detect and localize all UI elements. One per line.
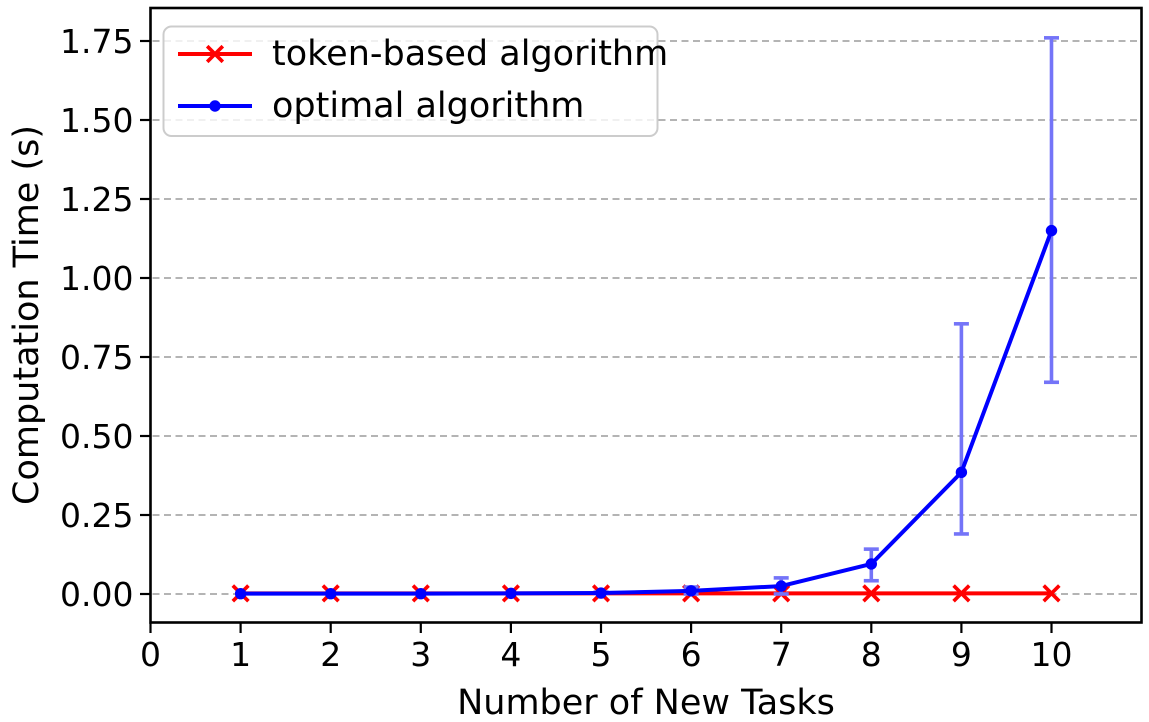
x-tick-label: 5: [591, 635, 612, 674]
series-optimal-algorithm: [234, 36, 1059, 600]
circle-marker-icon: [209, 100, 221, 112]
x-tick-label: 10: [1031, 635, 1073, 674]
data-point-circle-marker: [325, 587, 337, 600]
data-point-circle-marker: [505, 587, 517, 600]
x-tick-label: 2: [320, 635, 341, 674]
data-point-x-marker: [1042, 584, 1061, 603]
x-tick-label: 0: [140, 635, 161, 674]
data-point-circle-marker: [865, 558, 877, 570]
data-point-circle-marker: [685, 585, 697, 597]
data-point-x-marker: [862, 584, 881, 603]
legend-label-token-based: token-based algorithm: [272, 34, 668, 74]
x-tick-label: 9: [951, 635, 972, 674]
series-line: [238, 228, 1054, 596]
y-tick-label: 0.00: [60, 575, 133, 614]
x-marker-icon: [205, 44, 225, 64]
data-point-circle-marker: [234, 587, 247, 600]
data-point-circle-marker: [595, 587, 607, 599]
plot-border: [149, 6, 1143, 624]
y-tick-label: 0.75: [60, 338, 133, 377]
y-axis-label: Computation Time (s): [7, 125, 47, 505]
x-tick-label: 7: [771, 635, 792, 674]
y-tick-label: 1.00: [60, 259, 133, 298]
legend-box: [162, 25, 659, 137]
data-point-x-marker: [952, 584, 971, 603]
y-tick-label: 1.75: [60, 22, 133, 61]
data-point-circle-marker: [415, 587, 427, 600]
legend-item-optimal: optimal algorithm: [178, 86, 584, 126]
data-point-circle-marker: [1045, 224, 1058, 237]
x-axis-label: Number of New Tasks: [457, 683, 835, 722]
x-tick-label: 4: [500, 635, 521, 674]
legend: token-based algorithm optimal algorithm: [162, 25, 668, 137]
y-tick-label: 0.25: [60, 496, 133, 535]
y-tick-label: 1.25: [60, 180, 133, 219]
y-tick-label: 0.50: [60, 417, 133, 456]
legend-item-token-based: token-based algorithm: [178, 34, 668, 74]
y-axis: 0.00 0.25 0.50 0.75 1.00 1.25 1.50 1.75: [60, 22, 151, 614]
x-tick-label: 1: [230, 635, 251, 674]
data-point-circle-marker: [955, 466, 968, 479]
x-tick-label: 6: [681, 635, 702, 674]
x-axis: 0 1 2 3 4 5 6 7 8 9 10: [140, 622, 1073, 674]
y-tick-label: 1.50: [60, 101, 133, 140]
data-point-circle-marker: [775, 580, 787, 592]
x-tick-label: 3: [410, 635, 431, 674]
legend-label-optimal: optimal algorithm: [272, 86, 584, 126]
series-layer: [231, 36, 1061, 603]
x-tick-label: 8: [861, 635, 882, 674]
